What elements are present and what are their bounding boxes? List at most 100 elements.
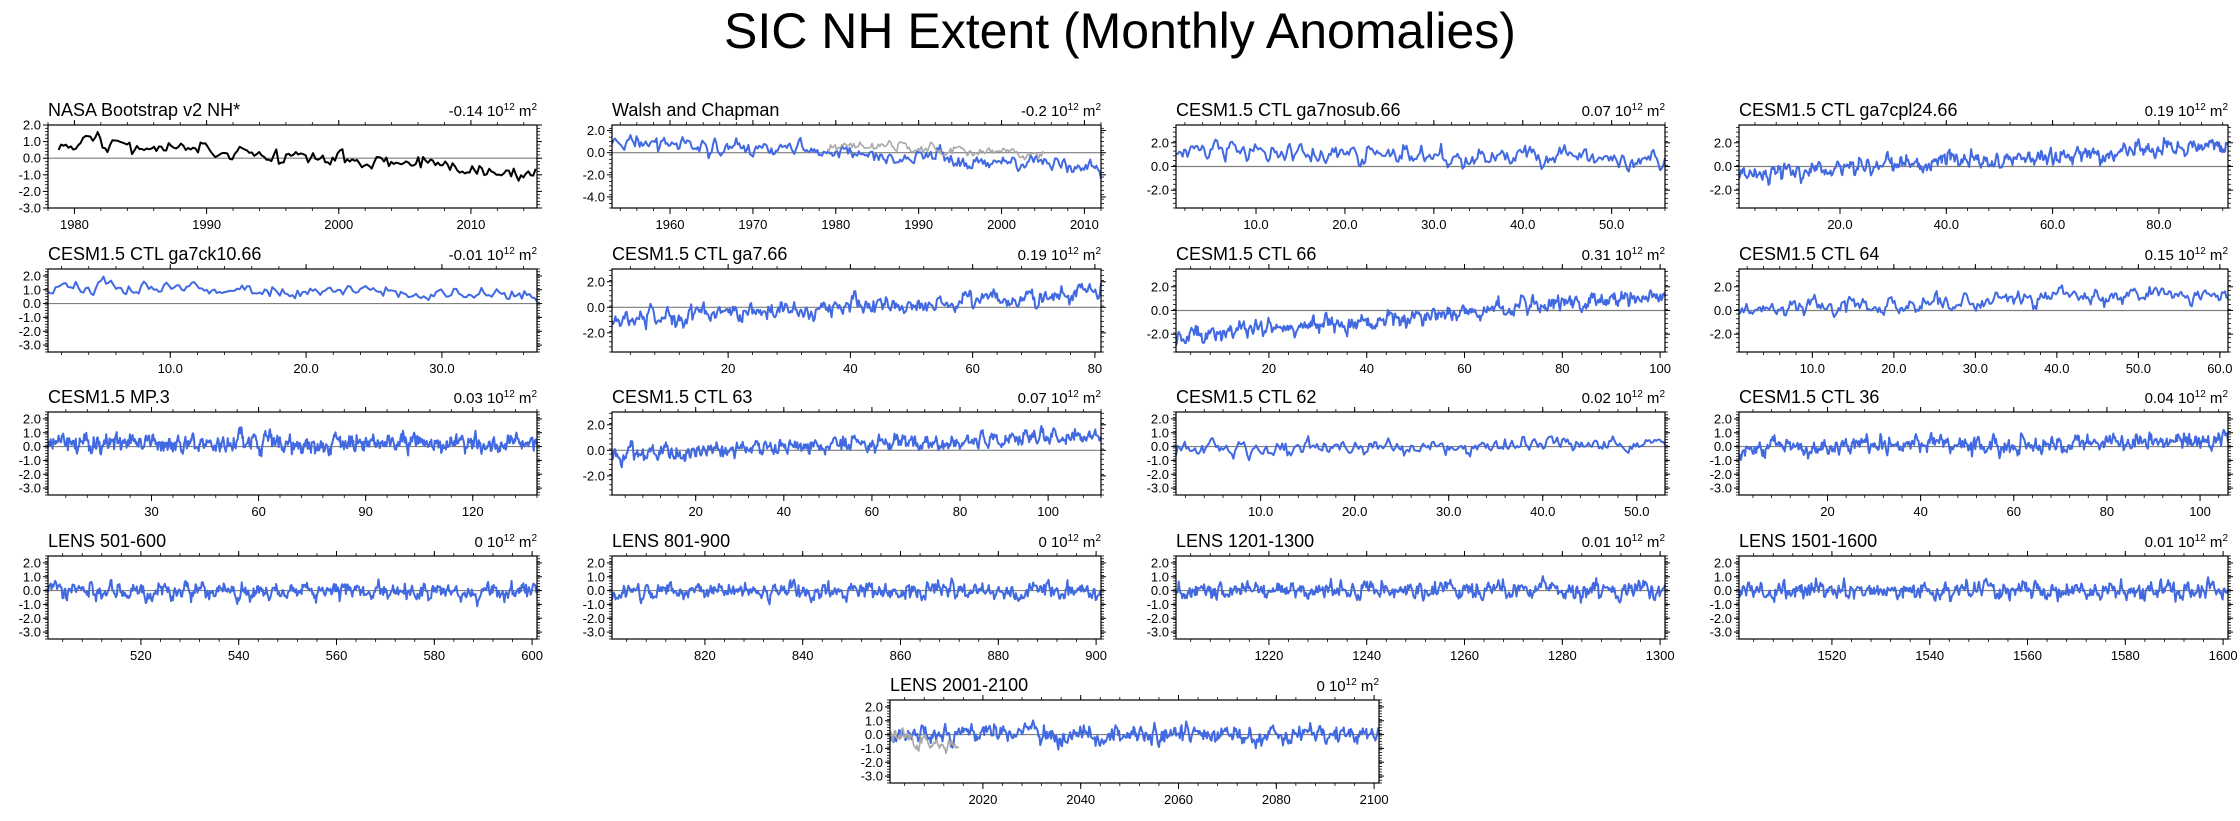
series-line-1 [1175,289,1666,346]
ytick-label: -4.0 [583,189,605,204]
panel-title: CESM1.5 CTL 62 [1176,387,1316,407]
ytick-label: -3.0 [1147,481,1169,496]
series-line-1 [1738,284,2229,318]
ytick-label: 0.0 [23,151,41,166]
xtick-label: 900 [1085,648,1107,663]
xtick-label: 20.0 [1827,217,1852,232]
panel-title: LENS 2001-2100 [890,675,1028,695]
ytick-label: -1.0 [19,597,41,612]
xtick-label: 1980 [821,217,850,232]
ytick-label: 0.0 [1714,583,1732,598]
xtick-label: 1600 [2209,648,2238,663]
xtick-label: 40.0 [2044,361,2069,376]
xtick-label: 90 [358,504,372,519]
series-line-1 [611,577,1102,606]
xtick-label: 10.0 [1800,361,1825,376]
trend-label: 0.04 1012 m2 [2145,389,2229,407]
trend-label: -0.14 1012 m2 [449,102,538,120]
xtick-label: 1560 [2013,648,2042,663]
ytick-label: 2.0 [1714,135,1732,150]
ytick-label: -3.0 [19,625,41,640]
panel-title: LENS 501-600 [48,531,166,551]
ytick-label: -1.0 [1147,597,1169,612]
xtick-label: 60 [865,504,879,519]
plot-frame [1175,411,1666,496]
ytick-label: 1.0 [23,134,41,149]
panel-3: CESM1.5 CTL ga7nosub.66 0.07 1012 m2 2.0 0.… [1147,100,1670,232]
ytick-label: -2.0 [1147,327,1169,342]
ytick-label: -1.0 [861,741,883,756]
ytick-label: -2.0 [1147,467,1169,482]
ytick-label: 2.0 [1714,279,1732,294]
xtick-label: 20 [721,361,735,376]
ytick-label: 0.0 [1714,159,1732,174]
xtick-label: 60 [251,504,265,519]
panel-7: CESM1.5 CTL 66 0.31 1012 m2 2.0 0.0 -2.0 20 40… [1147,244,1671,376]
ytick-label: -2.0 [861,755,883,770]
xtick-label: 30 [144,504,158,519]
ytick-label: -3.0 [861,769,883,784]
xtick-label: 840 [792,648,814,663]
xtick-label: 20.0 [1881,361,1906,376]
xtick-label: 1260 [1450,648,1479,663]
series-line-1 [1738,576,2229,604]
panel-title: CESM1.5 CTL 66 [1176,244,1316,264]
plot-frame [611,555,1102,640]
series-line-1 [1175,435,1666,462]
series-line-1 [1738,428,2229,461]
xtick-label: 1970 [738,217,767,232]
xtick-label: 1960 [656,217,685,232]
xtick-label: 540 [228,648,250,663]
plot-frame [47,268,538,353]
xtick-label: 50.0 [2126,361,2151,376]
ytick-label: 2.0 [23,555,41,570]
xtick-label: 1240 [1352,648,1381,663]
ytick-label: 2.0 [587,417,605,432]
ytick-label: -1.0 [583,597,605,612]
xtick-label: 50.0 [1599,217,1624,232]
xtick-label: 1540 [1915,648,1944,663]
xtick-label: 40.0 [1934,217,1959,232]
ytick-label: -2.0 [19,611,41,626]
ytick-label: -1.0 [19,167,41,182]
ytick-label: 1.0 [1151,569,1169,584]
xtick-label: 120 [462,504,484,519]
xtick-label: 2020 [968,792,997,807]
ytick-label: -3.0 [1147,625,1169,640]
trend-label: 0 1012 m2 [1316,677,1379,695]
trend-label: 0.15 1012 m2 [2145,246,2229,264]
xtick-label: 20 [1262,361,1276,376]
xtick-label: 880 [987,648,1009,663]
xtick-label: 40 [1359,361,1373,376]
ytick-label: 2.0 [587,274,605,289]
ytick-label: -3.0 [1710,481,1732,496]
xtick-label: 100 [2189,504,2211,519]
xtick-label: 80 [2100,504,2114,519]
ytick-label: -1.0 [1710,597,1732,612]
panel-14: LENS 801-900 0 1012 m2 2.01.00.0-1.0-2.0-3… [583,531,1107,663]
xtick-label: 60 [2007,504,2021,519]
plot-frame [611,411,1102,496]
trend-label: 0.07 1012 m2 [1018,389,1102,407]
ytick-label: 2.0 [1151,555,1169,570]
trend-label: -0.01 1012 m2 [449,246,538,264]
panel-9: CESM1.5 MP.3 0.03 1012 m2 2.01.00.0-1.0-2.… [19,387,542,519]
series-line-1 [47,275,538,302]
series-line-1 [47,426,538,458]
ytick-label: 0.0 [587,583,605,598]
panel-title: NASA Bootstrap v2 NH* [48,100,240,120]
xtick-label: 2100 [1360,792,1389,807]
ytick-label: 2.0 [587,123,605,138]
ytick-label: 0.0 [1714,303,1732,318]
xtick-label: 60.0 [2207,361,2232,376]
panel-16: LENS 1501-1600 0.01 1012 m22.01.00.0-1.0-… [1710,531,2238,663]
ytick-label: 0.0 [587,300,605,315]
ytick-label: 0.0 [587,443,605,458]
ytick-label: 0.0 [1714,439,1732,454]
xtick-label: 520 [130,648,152,663]
plot-frame [889,699,1380,784]
xtick-label: 1280 [1548,648,1577,663]
ytick-label: -3.0 [19,338,41,353]
xtick-label: 560 [326,648,348,663]
